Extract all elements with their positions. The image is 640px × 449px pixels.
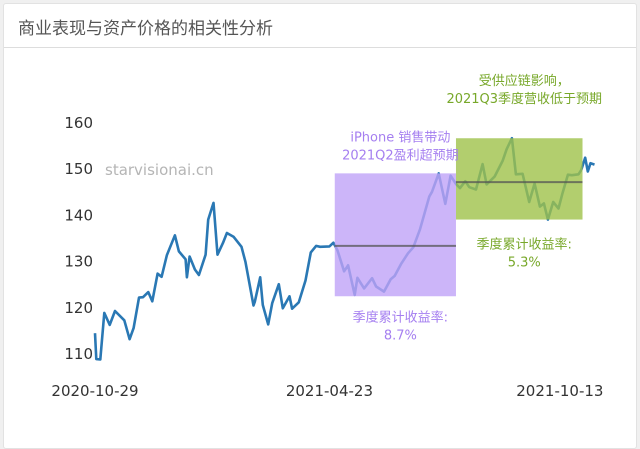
region-highlight-box <box>334 173 456 297</box>
x-axis: 2020-10-29 2021-04-23 2021-10-13 <box>51 382 603 400</box>
y-tick-label: 130 <box>64 253 93 271</box>
watermark: starvisionai.cn <box>105 161 214 179</box>
header-divider <box>4 47 636 48</box>
page-title: 商业表现与资产价格的相关性分析 <box>18 19 273 39</box>
region-top-label: 2021Q2盈利超预期 <box>342 148 459 163</box>
region-return-label: 季度累计收益率: <box>477 237 572 253</box>
region-return-label: 季度累计收益率: <box>353 309 448 325</box>
region-highlight-box <box>455 138 583 220</box>
region-top-label: 受供应链影响， <box>479 73 570 89</box>
region-top-label: iPhone 销售带动 <box>350 129 450 145</box>
y-tick-label: 120 <box>64 299 93 317</box>
y-tick-label: 150 <box>64 160 93 178</box>
quarter-regions: iPhone 销售带动 2021Q2盈利超预期 季度累计收益率: 8.7% 受供… <box>334 73 602 343</box>
region-top-label: 2021Q3季度营收低于预期 <box>446 91 602 107</box>
y-tick-label: 160 <box>64 114 93 132</box>
region-return-value: 5.3% <box>508 256 541 271</box>
x-tick-label: 2021-04-23 <box>286 382 373 400</box>
x-tick-label: 2021-10-13 <box>516 382 603 400</box>
y-axis: 110 120 130 140 150 160 <box>64 114 93 363</box>
chart-card: 商业表现与资产价格的相关性分析 <box>3 3 637 449</box>
y-tick-label: 110 <box>64 345 93 363</box>
region-return-value: 8.7% <box>384 328 417 343</box>
y-tick-label: 140 <box>64 206 93 224</box>
x-tick-label: 2020-10-29 <box>51 382 138 400</box>
